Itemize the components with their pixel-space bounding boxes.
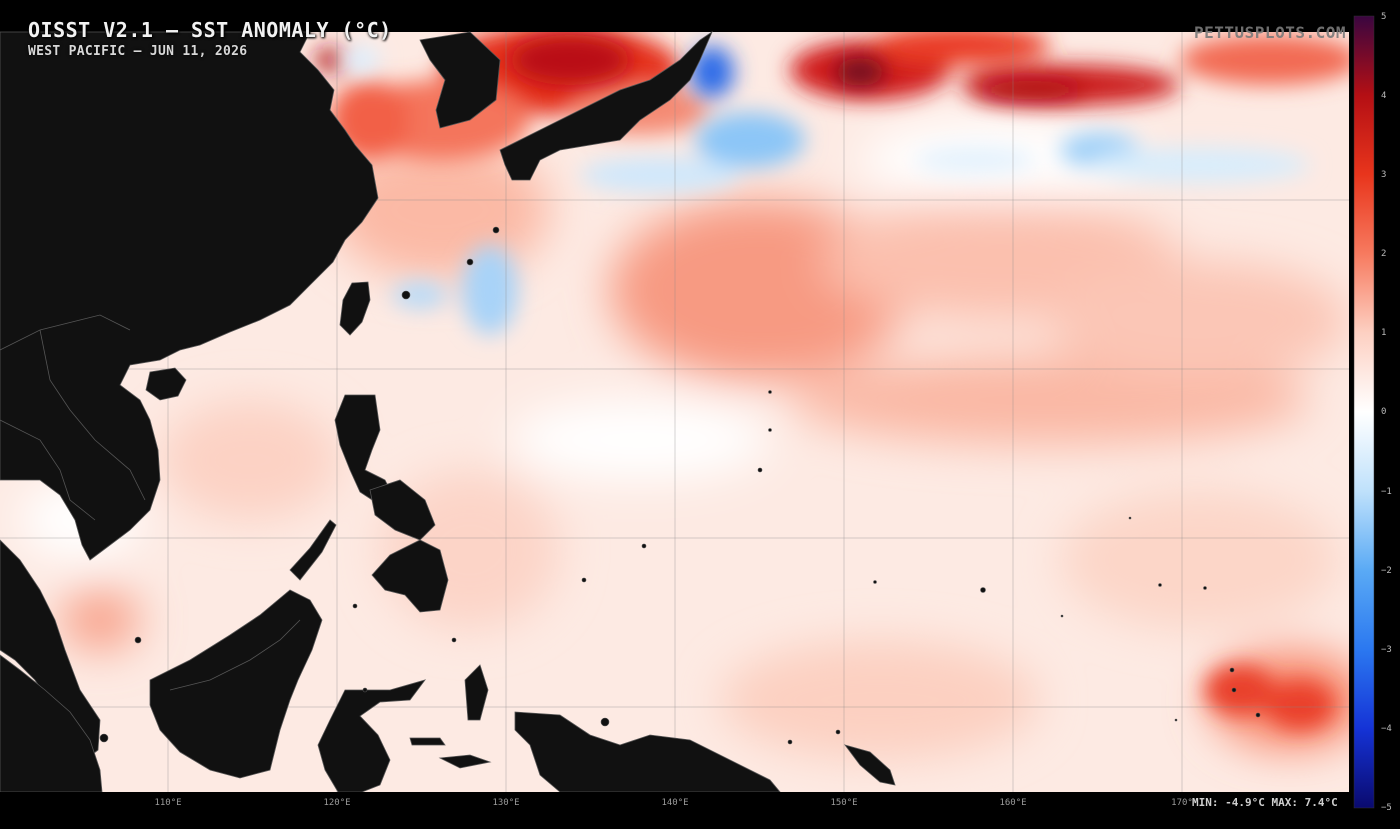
colorbar-tick: −2 <box>1381 566 1392 576</box>
landmass-seram <box>438 754 492 769</box>
colorbar-tick: −1 <box>1381 487 1392 497</box>
lon-axis-strip <box>0 792 1349 825</box>
landmass-borneo <box>149 589 323 779</box>
lon-label-170: 170° <box>1171 798 1193 808</box>
landmass-asia-mainland <box>0 31 379 561</box>
lon-label-120: 120°E <box>323 798 351 808</box>
min-max-readout: MIN: -4.9°C MAX: 7.4°C <box>1192 796 1338 809</box>
colorbar-tick: −4 <box>1381 724 1392 734</box>
lon-label-150: 150°E <box>830 798 858 808</box>
landmass-korea <box>419 31 501 129</box>
colorbar-tick: 0 <box>1381 407 1387 417</box>
landmass-halmahera <box>464 664 489 721</box>
lon-label-140: 140°E <box>661 798 689 808</box>
map-title: OISST V2.1 — SST ANOMALY (°C) <box>28 18 392 42</box>
country-borders <box>0 314 301 691</box>
landmass-hainan <box>145 367 187 401</box>
landmass-taiwan <box>339 281 371 336</box>
colorbar-tick: 4 <box>1381 91 1387 101</box>
lon-label-110: 110°E <box>154 798 182 808</box>
colorbar-tick: −3 <box>1381 645 1392 655</box>
landmass-new-guinea <box>514 711 781 793</box>
lon-label-160: 160°E <box>999 798 1027 808</box>
source-watermark: PETTUSPLOTS.COM <box>1194 23 1346 42</box>
landmass-japan <box>499 30 713 181</box>
colorbar-tick: 3 <box>1381 170 1387 180</box>
lon-label-130: 130°E <box>492 798 520 808</box>
landmass-visayas <box>369 479 436 541</box>
colorbar-tick: 2 <box>1381 249 1387 259</box>
colorbar-tick: −5 <box>1381 803 1392 813</box>
landmass-mindanao <box>371 539 449 613</box>
landmass-palawan <box>289 519 337 581</box>
landmass-mainland-cutout <box>0 539 101 761</box>
landmass-sulawesi <box>317 679 427 793</box>
landmass-solomons <box>843 744 896 786</box>
landmasses <box>0 30 896 793</box>
landmass-timor-area <box>409 737 446 746</box>
map-subtitle: WEST PACIFIC — JUN 11, 2026 <box>28 44 248 59</box>
small-islands <box>99 226 1261 745</box>
colorbar <box>1353 15 1375 809</box>
colorbar-tick: 5 <box>1381 12 1387 22</box>
colorbar-tick: 1 <box>1381 328 1387 338</box>
